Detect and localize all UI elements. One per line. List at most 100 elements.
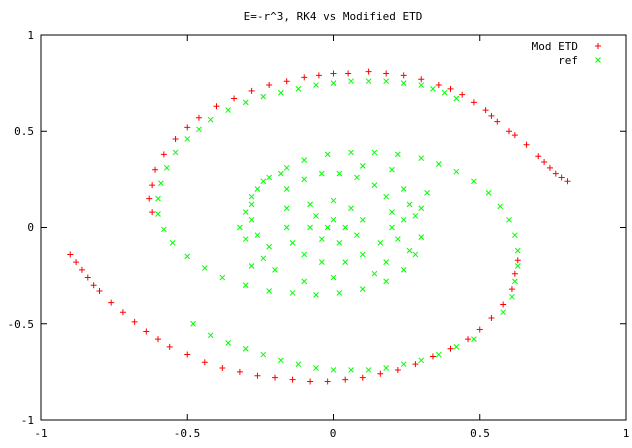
point-mod-etd xyxy=(315,72,322,79)
point-ref xyxy=(242,99,249,106)
point-ref xyxy=(295,361,302,368)
point-mod-etd xyxy=(465,336,472,343)
point-ref xyxy=(471,178,477,185)
point-mod-etd xyxy=(514,257,521,264)
point-mod-etd xyxy=(307,378,314,385)
point-mod-etd xyxy=(324,378,331,385)
point-ref xyxy=(184,253,191,260)
point-ref xyxy=(406,201,413,208)
legend: Mod ETD ref xyxy=(532,40,601,67)
point-ref xyxy=(277,170,284,177)
point-mod-etd xyxy=(511,132,518,139)
point-ref xyxy=(400,216,407,223)
point-ref xyxy=(359,286,366,292)
point-ref xyxy=(514,263,521,269)
y-tick-label: 0 xyxy=(27,221,34,234)
point-mod-etd xyxy=(301,74,308,81)
point-mod-etd xyxy=(488,112,495,119)
point-ref xyxy=(172,149,179,156)
point-ref xyxy=(201,265,208,271)
point-mod-etd xyxy=(152,166,159,173)
point-mod-etd xyxy=(488,314,495,321)
point-ref xyxy=(207,332,214,339)
point-ref xyxy=(289,240,296,246)
point-ref xyxy=(424,189,430,196)
point-ref xyxy=(383,365,390,371)
point-ref xyxy=(400,361,407,368)
point-ref xyxy=(389,224,395,231)
point-ref xyxy=(377,240,384,246)
point-ref xyxy=(301,157,308,163)
point-ref xyxy=(207,116,214,123)
point-ref xyxy=(514,247,521,254)
point-ref xyxy=(336,170,343,177)
point-ref xyxy=(184,136,191,142)
point-ref xyxy=(248,263,255,269)
point-ref xyxy=(196,126,202,133)
point-mod-etd xyxy=(289,376,296,383)
point-ref xyxy=(242,345,249,352)
point-mod-etd xyxy=(160,151,167,158)
point-ref xyxy=(348,367,354,373)
point-ref xyxy=(260,255,267,262)
point-ref xyxy=(371,149,378,156)
point-ref xyxy=(324,151,331,158)
point-mod-etd xyxy=(535,153,542,160)
point-ref xyxy=(430,86,436,92)
legend-label-mod-etd: Mod ETD xyxy=(532,40,578,53)
point-ref xyxy=(418,205,425,212)
point-mod-etd xyxy=(231,95,238,102)
point-ref xyxy=(400,266,407,273)
point-ref xyxy=(283,186,290,192)
point-mod-etd xyxy=(195,114,202,121)
point-ref xyxy=(406,247,413,254)
y-tick-label: 0.5 xyxy=(14,125,34,138)
point-mod-etd xyxy=(155,336,161,343)
point-ref xyxy=(254,186,261,192)
point-ref xyxy=(169,240,176,246)
legend-label-ref: ref xyxy=(558,54,578,67)
point-ref xyxy=(242,209,249,215)
point-ref xyxy=(330,80,337,86)
point-ref xyxy=(389,166,395,173)
x-tick-label: 0 xyxy=(330,427,337,440)
point-ref xyxy=(248,216,255,223)
point-ref xyxy=(336,240,343,246)
point-ref xyxy=(471,336,477,343)
point-mod-etd xyxy=(506,128,512,135)
point-ref xyxy=(342,224,349,231)
y-tick-label: -1 xyxy=(21,414,34,427)
point-ref xyxy=(394,151,401,158)
point-mod-etd xyxy=(78,266,85,273)
point-ref xyxy=(260,178,267,185)
point-ref xyxy=(225,107,232,113)
point-mod-etd xyxy=(96,288,103,295)
point-ref xyxy=(453,168,460,175)
point-mod-etd xyxy=(172,135,179,142)
point-ref xyxy=(435,161,442,167)
point-ref xyxy=(301,251,308,258)
point-ref xyxy=(453,343,460,350)
point-ref xyxy=(237,224,243,231)
point-ref xyxy=(283,205,290,212)
point-ref xyxy=(418,82,425,88)
point-ref xyxy=(354,232,360,239)
point-ref xyxy=(318,170,325,177)
point-ref xyxy=(412,251,419,258)
point-mod-etd xyxy=(236,368,243,375)
point-ref xyxy=(272,266,278,273)
point-ref xyxy=(307,224,313,231)
point-ref xyxy=(435,351,442,358)
point-mod-etd xyxy=(149,182,156,189)
point-mod-etd xyxy=(84,274,91,281)
point-ref xyxy=(163,164,170,171)
point-mod-etd xyxy=(248,87,255,94)
point-ref xyxy=(500,309,507,316)
point-ref xyxy=(301,176,308,183)
point-mod-etd xyxy=(254,372,261,379)
point-mod-etd xyxy=(558,174,565,181)
point-ref xyxy=(441,89,448,96)
point-ref xyxy=(313,365,319,371)
point-ref xyxy=(400,80,407,86)
